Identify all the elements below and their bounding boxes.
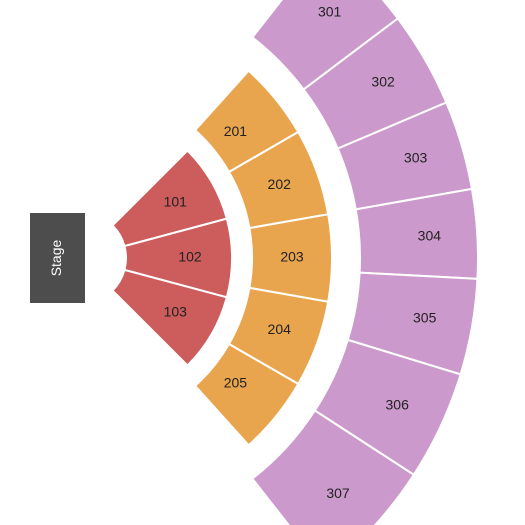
section-label-102: 102 (178, 249, 202, 265)
section-label-304: 304 (418, 227, 442, 243)
stage-label: Stage (48, 239, 64, 276)
section-label-103: 103 (164, 304, 188, 320)
section-label-205: 205 (224, 375, 248, 391)
section-label-204: 204 (268, 321, 292, 337)
section-label-202: 202 (268, 176, 292, 192)
section-label-307: 307 (326, 485, 350, 501)
section-label-303: 303 (404, 149, 428, 165)
seating-chart: 101 102 103 201 202 203 204 205 301 302 303 304 305 3… (0, 0, 525, 525)
section-label-302: 302 (371, 74, 395, 90)
section-label-201: 201 (224, 123, 248, 139)
section-label-306: 306 (386, 397, 410, 413)
section-label-101: 101 (164, 194, 188, 210)
section-label-203: 203 (280, 249, 304, 265)
section-label-301: 301 (318, 3, 342, 19)
section-label-305: 305 (413, 309, 437, 325)
